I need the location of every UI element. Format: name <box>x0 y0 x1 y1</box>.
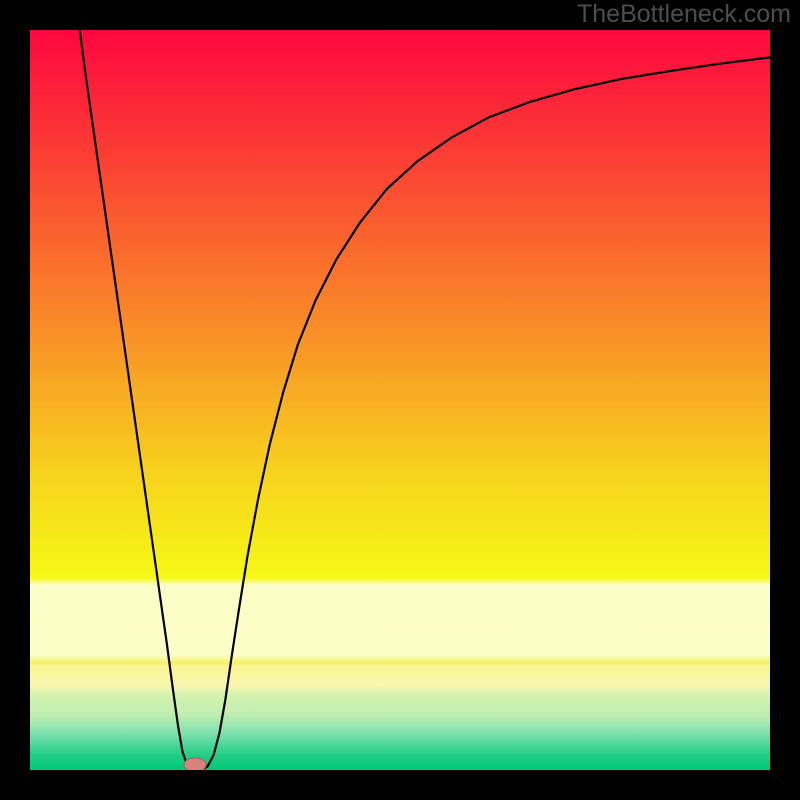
optimal-marker <box>184 758 206 770</box>
chart-plot-area <box>30 30 770 770</box>
chart-svg <box>30 30 770 770</box>
chart-stage: TheBottleneck.com <box>0 0 800 800</box>
watermark-label: TheBottleneck.com <box>577 0 791 29</box>
chart-background <box>30 30 770 770</box>
